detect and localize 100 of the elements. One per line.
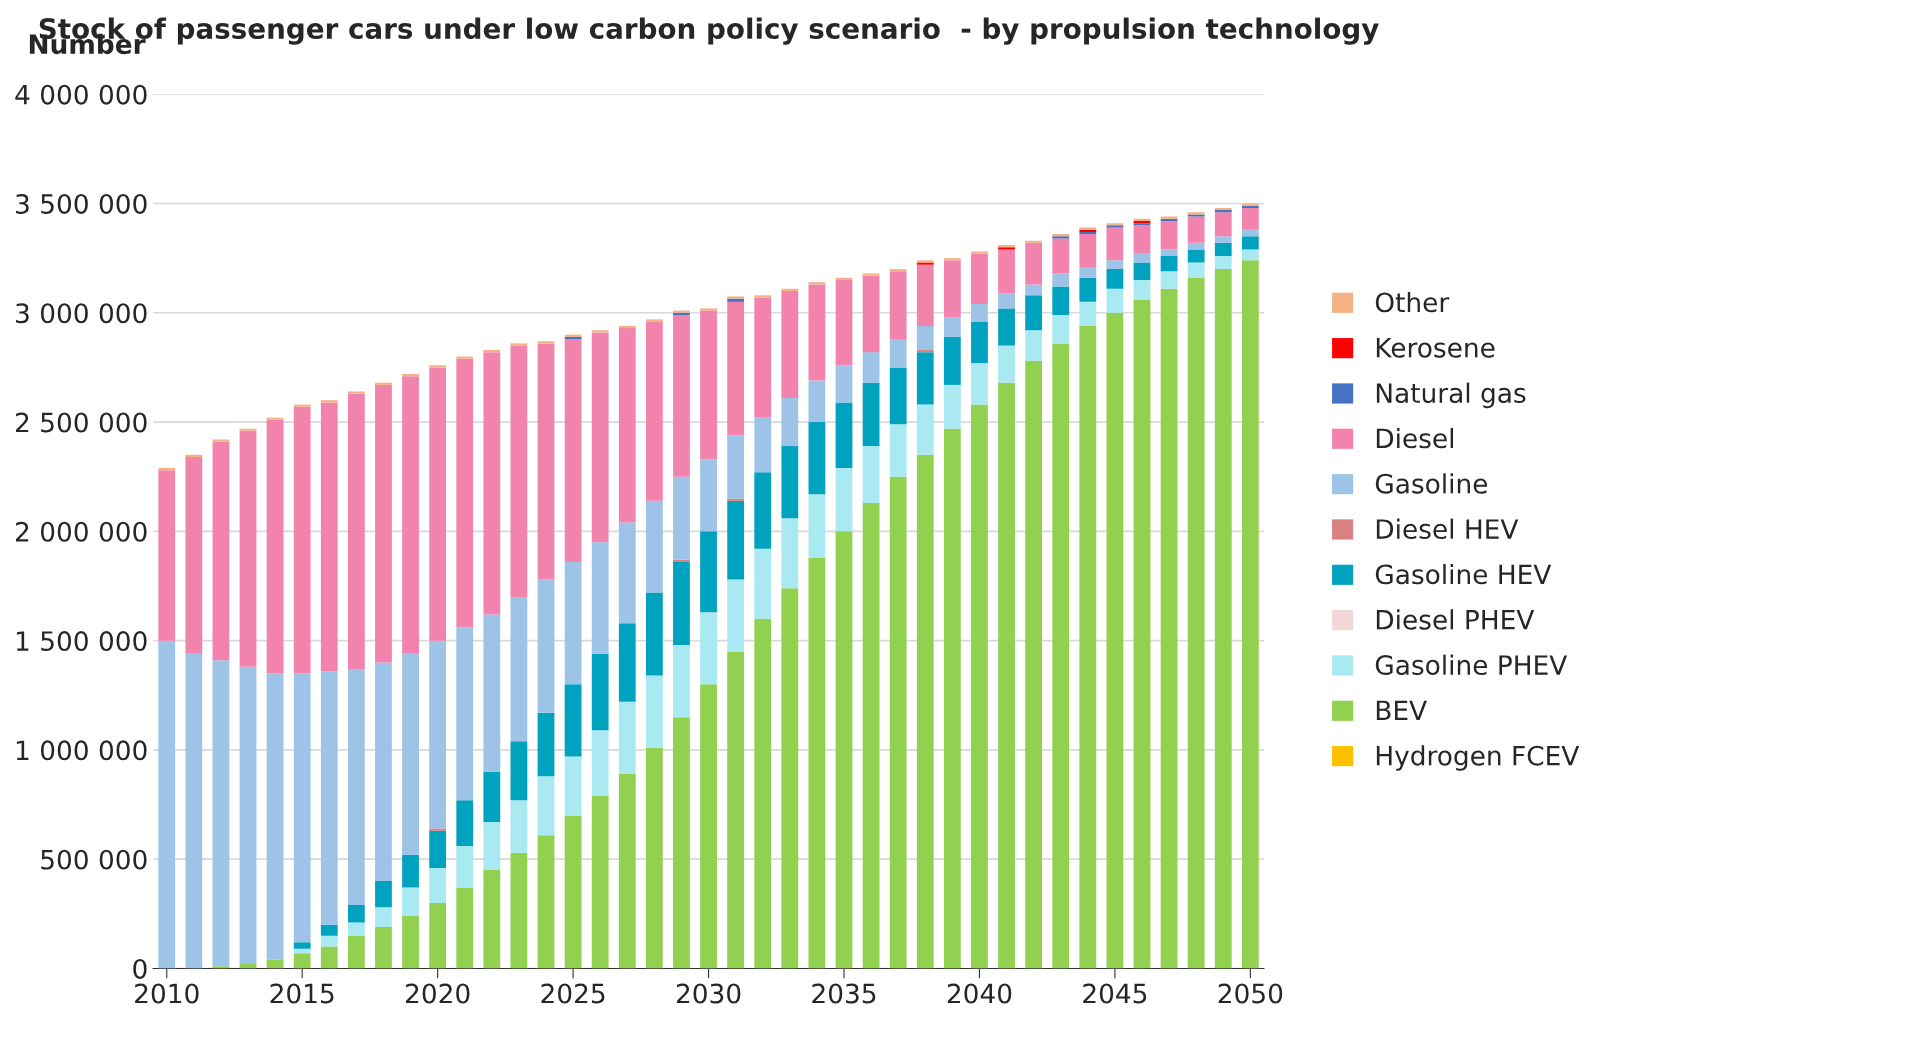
bar (456, 846, 474, 888)
bar (1106, 269, 1124, 289)
legend-label: Kerosene (1376, 338, 1495, 358)
bar (1187, 277, 1205, 969)
bar (781, 288, 799, 291)
bar (1052, 314, 1070, 344)
bar (375, 384, 392, 663)
bar (971, 253, 988, 305)
y-tick-label: 4 000 000 (15, 84, 147, 105)
bar (1160, 255, 1178, 272)
bar (375, 907, 392, 927)
bar (727, 301, 745, 436)
bar (402, 376, 419, 654)
bar (185, 454, 203, 458)
legend-label: Gasoline HEV (1375, 563, 1552, 585)
bar (700, 684, 717, 969)
legend-label: Natural gas (1376, 382, 1526, 409)
bar (1187, 242, 1205, 250)
bar (971, 304, 988, 322)
bar (320, 935, 338, 947)
bar (998, 382, 1015, 969)
bar (754, 417, 772, 473)
y-tick-label: 0 (133, 958, 147, 979)
bar (456, 358, 474, 628)
bar (1106, 312, 1124, 969)
bar (645, 321, 663, 501)
bar (429, 367, 447, 641)
bar (456, 887, 474, 969)
x-tick-label: 2015 (270, 983, 334, 1004)
bar (916, 352, 934, 405)
bar (1214, 242, 1232, 256)
bar (347, 905, 365, 923)
bar (808, 284, 826, 381)
bar (971, 321, 988, 364)
bar (537, 343, 555, 580)
bar (1133, 280, 1151, 300)
bar (781, 446, 799, 519)
bar (564, 339, 582, 562)
bar (510, 800, 528, 853)
bar (916, 404, 934, 455)
bar (618, 522, 636, 624)
bar (1079, 301, 1097, 326)
x-tick-label: 2045 (1083, 983, 1147, 1004)
bar (727, 435, 745, 499)
bar (375, 881, 392, 908)
bar (1079, 277, 1097, 302)
bar (564, 561, 582, 685)
bar (700, 459, 717, 532)
bar (375, 382, 392, 385)
bar (320, 924, 338, 936)
bar (158, 470, 176, 641)
y-tick-label: 2 000 000 (15, 521, 147, 542)
bar (618, 773, 636, 969)
bar (483, 771, 501, 823)
bar (618, 325, 636, 329)
bar (1052, 273, 1070, 287)
bar (239, 666, 257, 965)
bar (1133, 299, 1151, 969)
bar (510, 596, 528, 742)
bar (754, 618, 772, 969)
bar (916, 325, 934, 350)
bar (1079, 266, 1097, 278)
bar (889, 269, 907, 272)
bar (1241, 249, 1259, 261)
bar (754, 472, 772, 549)
bar (185, 457, 203, 654)
bar (998, 293, 1015, 309)
bar (781, 290, 799, 399)
bar (916, 349, 934, 353)
bar (808, 422, 826, 495)
y-tick-label: 1 000 000 (16, 740, 147, 761)
legend-label: Diesel HEV (1376, 518, 1519, 540)
bar (591, 332, 609, 543)
bar (835, 280, 853, 366)
bar (320, 402, 338, 672)
x-tick-label: 2035 (812, 983, 876, 1004)
bar (1214, 269, 1232, 969)
bar (1187, 262, 1205, 278)
bar (1052, 286, 1070, 315)
bar (943, 317, 961, 337)
x-tick-label: 2050 (1218, 983, 1283, 1004)
bar (347, 393, 365, 670)
legend-label: BEV (1376, 700, 1427, 720)
bar (402, 653, 419, 855)
legend-label: Other (1375, 291, 1450, 313)
bar (402, 887, 419, 917)
y-tick-label: 3 000 000 (16, 303, 147, 324)
bar (510, 345, 528, 597)
bar (266, 959, 284, 969)
bar (618, 701, 636, 774)
bar (808, 557, 826, 969)
bar (727, 498, 745, 501)
bar (1052, 343, 1070, 969)
bar (1160, 221, 1178, 250)
bar (700, 531, 717, 613)
bar (293, 406, 311, 674)
legend-label: Diesel (1376, 427, 1454, 449)
bar (456, 627, 474, 801)
legend-label: Gasoline (1375, 473, 1488, 494)
bar (1106, 288, 1124, 313)
